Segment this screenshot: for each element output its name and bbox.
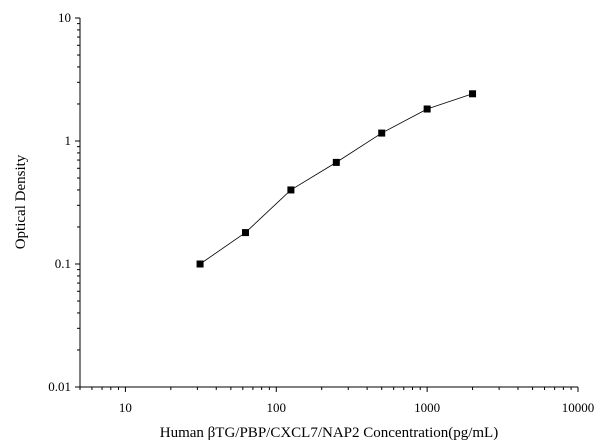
x-tick-label: 10000 [562,400,595,415]
y-axis-title: Optical Density [13,154,29,249]
x-tick-label: 1000 [414,400,440,415]
x-ticks: 10 100 1000 10000 [79,387,595,415]
x-axis-title: Human βTG/PBP/CXCL7/NAP2 Concentration(p… [160,425,498,441]
data-point [469,90,477,98]
data-point [287,186,295,194]
x-tick-label: 10 [119,400,132,415]
data-point [423,105,431,113]
y-tick-label: 0.01 [48,379,71,394]
y-ticks: 0.01 0.1 1 10 [48,10,80,394]
fit-curve-line [199,93,473,265]
data-point [378,129,386,137]
data-point [241,229,249,237]
data-points-layer [196,90,477,268]
y-tick-label: 0.1 [55,256,71,271]
fit-curve-layer [199,93,473,265]
y-tick-label: 1 [65,133,72,148]
data-point [332,158,340,166]
data-point [196,260,204,268]
x-tick-label: 100 [267,400,287,415]
axes [79,18,578,388]
y-tick-label: 10 [58,10,71,25]
